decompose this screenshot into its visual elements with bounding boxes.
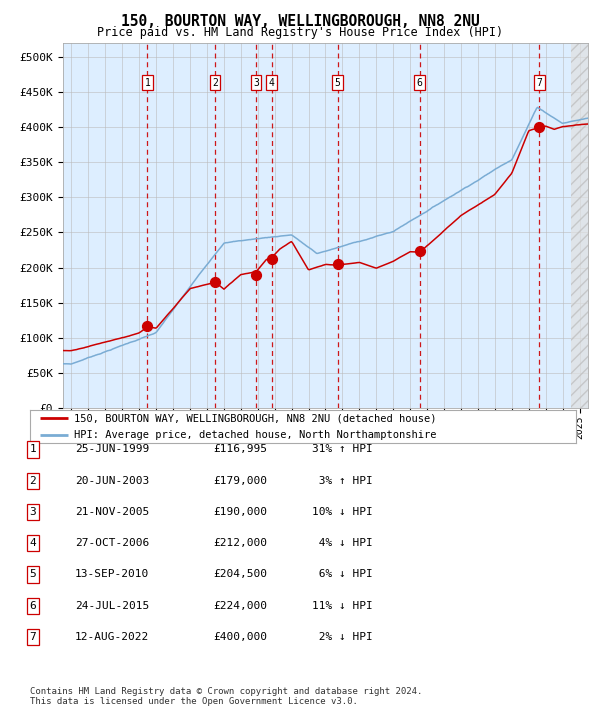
Text: 6: 6 <box>29 601 37 611</box>
Text: 4: 4 <box>269 77 275 87</box>
Text: 31% ↑ HPI: 31% ↑ HPI <box>312 444 373 454</box>
Point <box>143 320 152 332</box>
Text: 4% ↓ HPI: 4% ↓ HPI <box>312 538 373 548</box>
Text: 11% ↓ HPI: 11% ↓ HPI <box>312 601 373 611</box>
Text: 7: 7 <box>536 77 542 87</box>
Text: 20-JUN-2003: 20-JUN-2003 <box>75 476 149 486</box>
Text: 2% ↓ HPI: 2% ↓ HPI <box>312 632 373 642</box>
Text: £190,000: £190,000 <box>213 507 267 517</box>
Text: £224,000: £224,000 <box>213 601 267 611</box>
Point <box>333 258 343 270</box>
Text: £212,000: £212,000 <box>213 538 267 548</box>
Text: 7: 7 <box>29 632 37 642</box>
Text: 10% ↓ HPI: 10% ↓ HPI <box>312 507 373 517</box>
Text: Contains HM Land Registry data © Crown copyright and database right 2024.
This d: Contains HM Land Registry data © Crown c… <box>30 687 422 706</box>
Text: 150, BOURTON WAY, WELLINGBOROUGH, NN8 2NU: 150, BOURTON WAY, WELLINGBOROUGH, NN8 2N… <box>121 14 479 29</box>
Text: £400,000: £400,000 <box>213 632 267 642</box>
Text: 3: 3 <box>29 507 37 517</box>
Text: 21-NOV-2005: 21-NOV-2005 <box>75 507 149 517</box>
Text: £179,000: £179,000 <box>213 476 267 486</box>
Text: 5: 5 <box>29 569 37 579</box>
Text: £204,500: £204,500 <box>213 569 267 579</box>
Text: 4: 4 <box>29 538 37 548</box>
Point <box>535 121 544 133</box>
Text: 150, BOURTON WAY, WELLINGBOROUGH, NN8 2NU (detached house): 150, BOURTON WAY, WELLINGBOROUGH, NN8 2N… <box>74 413 436 423</box>
Text: £116,995: £116,995 <box>213 444 267 454</box>
Text: 27-OCT-2006: 27-OCT-2006 <box>75 538 149 548</box>
Text: 6% ↓ HPI: 6% ↓ HPI <box>312 569 373 579</box>
Text: 3% ↑ HPI: 3% ↑ HPI <box>312 476 373 486</box>
Text: 25-JUN-1999: 25-JUN-1999 <box>75 444 149 454</box>
Text: 1: 1 <box>29 444 37 454</box>
Point <box>210 277 220 288</box>
Point <box>251 269 261 280</box>
Text: 13-SEP-2010: 13-SEP-2010 <box>75 569 149 579</box>
Point <box>415 245 424 256</box>
Text: Price paid vs. HM Land Registry's House Price Index (HPI): Price paid vs. HM Land Registry's House … <box>97 26 503 39</box>
Text: 5: 5 <box>335 77 340 87</box>
Text: 12-AUG-2022: 12-AUG-2022 <box>75 632 149 642</box>
Text: 6: 6 <box>417 77 422 87</box>
Text: 2: 2 <box>29 476 37 486</box>
Text: HPI: Average price, detached house, North Northamptonshire: HPI: Average price, detached house, Nort… <box>74 430 436 439</box>
Text: 1: 1 <box>145 77 150 87</box>
Text: 3: 3 <box>253 77 259 87</box>
Point <box>267 253 277 265</box>
Text: 2: 2 <box>212 77 218 87</box>
Text: 24-JUL-2015: 24-JUL-2015 <box>75 601 149 611</box>
